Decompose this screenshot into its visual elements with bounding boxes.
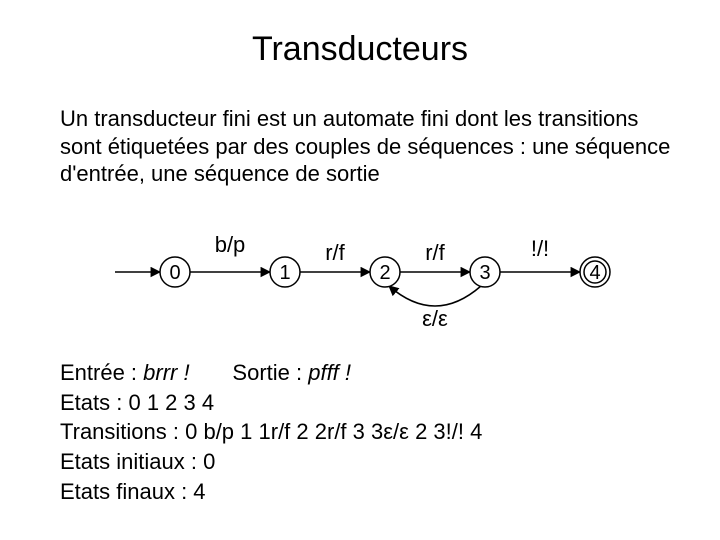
state-label-1: 1 — [279, 262, 290, 284]
state-label-2: 2 — [379, 262, 390, 284]
footer-line-1: Entrée : brrr ! Sortie : pfff ! — [60, 358, 680, 388]
footer-line-4: Etats initiaux : 0 — [60, 447, 680, 477]
state-label-4: 4 — [589, 262, 600, 284]
transducer-diagram: b/p r/f r/f !/! ε/ε 0 1 2 3 4 — [60, 230, 660, 340]
output-label: Sortie : — [232, 360, 308, 385]
footer-line-5: Etats finaux : 4 — [60, 477, 680, 507]
slide: Transducteurs Un transducteur fini est u… — [0, 0, 720, 540]
output-value: pfff ! — [308, 360, 351, 385]
footer-block: Entrée : brrr ! Sortie : pfff ! Etats : … — [60, 358, 680, 506]
state-label-0: 0 — [169, 262, 180, 284]
slide-title: Transducteurs — [0, 30, 720, 69]
definition-paragraph: Un transducteur fini est un automate fin… — [60, 105, 680, 188]
footer-line-3: Transitions : 0 b/p 1 1r/f 2 2r/f 3 3ε/ε… — [60, 417, 680, 447]
edge-label-3-4: !/! — [531, 236, 549, 261]
edge-label-3-2: ε/ε — [422, 306, 448, 331]
edge-label-0-1: b/p — [215, 232, 246, 257]
footer-line-2: Etats : 0 1 2 3 4 — [60, 388, 680, 418]
entry-value: brrr ! — [143, 360, 189, 385]
edge-label-1-2: r/f — [325, 240, 345, 265]
edge-label-2-3: r/f — [425, 240, 445, 265]
edge-3-2 — [389, 286, 481, 306]
state-label-3: 3 — [479, 262, 490, 284]
entry-label: Entrée : — [60, 360, 143, 385]
gap — [190, 360, 233, 385]
